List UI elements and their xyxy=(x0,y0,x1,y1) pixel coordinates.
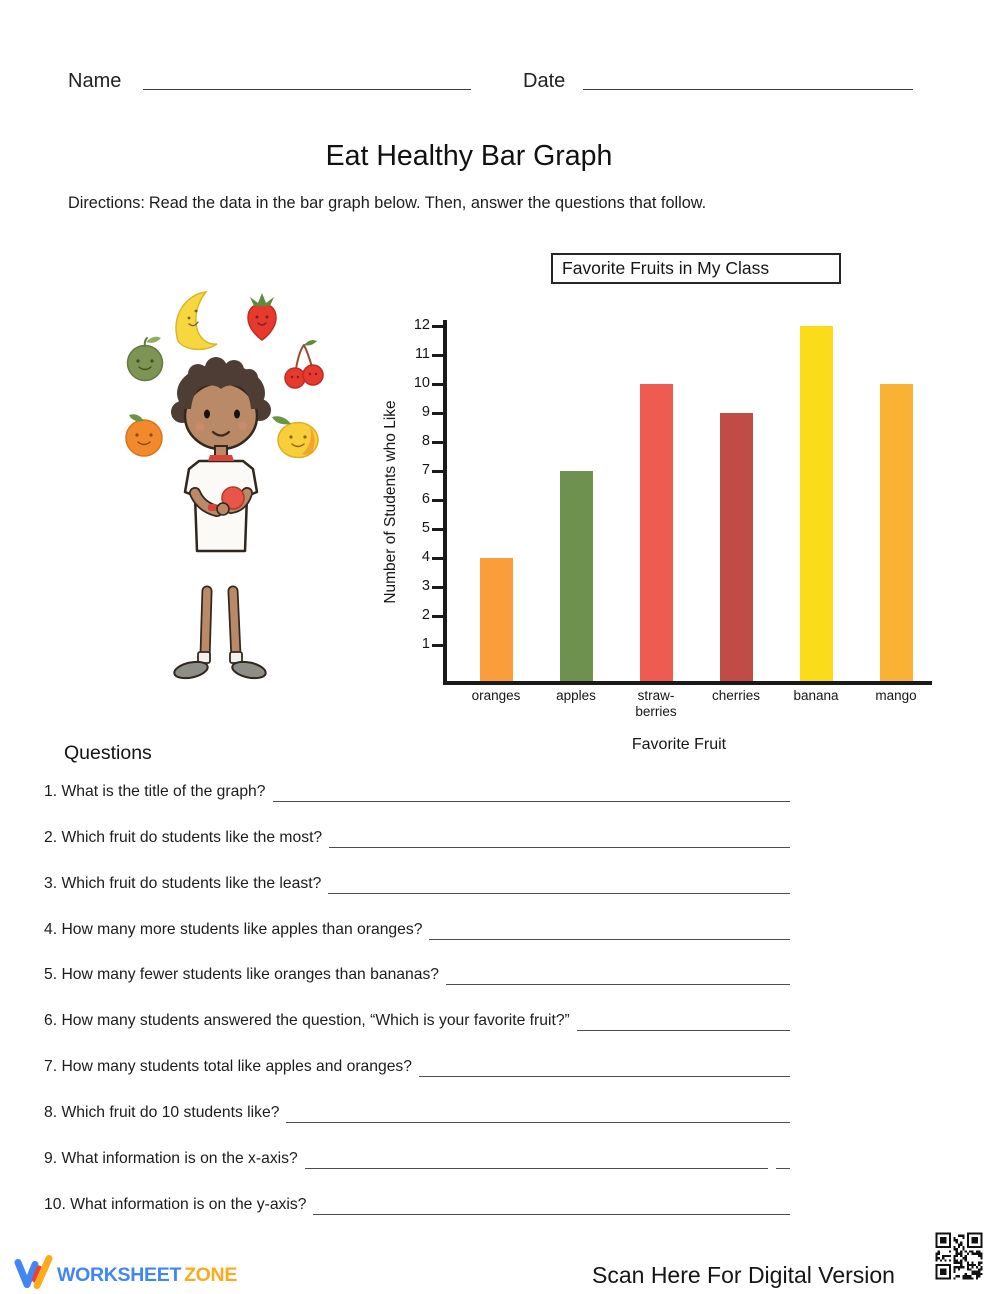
bar-cherries xyxy=(719,413,753,681)
banana-icon xyxy=(175,291,218,350)
x-category-label: banana xyxy=(793,688,839,703)
y-tick-label: 9 xyxy=(421,404,430,420)
question-row: 5. How many fewer students like oranges … xyxy=(44,966,790,1012)
question-row: 10. What information is on the y-axis? xyxy=(44,1196,790,1242)
brand-word-zone: ZONE xyxy=(184,1264,238,1286)
y-tick-mark xyxy=(432,440,445,444)
answer-blank-line xyxy=(429,921,790,940)
answer-blank-line-short xyxy=(776,1150,790,1169)
green-apple-icon xyxy=(126,336,164,382)
orange-icon xyxy=(125,414,163,457)
answer-blank-line xyxy=(576,1012,790,1032)
question-row: 3. Which fruit do students like the leas… xyxy=(44,875,790,921)
answer-blank-line xyxy=(272,783,790,802)
cherries-icon xyxy=(284,340,324,389)
question-text: 7. How many students total like apples a… xyxy=(44,1058,413,1076)
y-tick-label: 6 xyxy=(421,491,430,507)
question-row: 7. How many students total like apples a… xyxy=(44,1058,790,1104)
brand-word-worksheet: WORKSHEET xyxy=(57,1264,182,1286)
question-text: 9. What information is on the x-axis? xyxy=(44,1149,298,1167)
x-category-label: straw-berries xyxy=(635,688,677,719)
boy-figure xyxy=(171,357,271,680)
y-tick-mark xyxy=(432,556,445,560)
x-axis-line xyxy=(443,681,932,685)
y-tick-label: 10 xyxy=(413,375,430,391)
y-tick-label: 4 xyxy=(421,549,430,565)
answer-blank-line xyxy=(286,1104,790,1123)
date-label: Date xyxy=(523,70,566,92)
name-label: Name xyxy=(68,70,122,92)
question-text: 3. Which fruit do students like the leas… xyxy=(44,874,322,892)
answer-blank-line xyxy=(329,829,790,848)
y-tick-mark xyxy=(432,614,445,618)
question-text: 4. How many more students like apples th… xyxy=(44,920,423,938)
date-blank-line xyxy=(583,89,913,90)
held-apple-icon xyxy=(221,486,245,510)
answer-blank-line xyxy=(328,875,790,894)
directions: Directions: Read the data in the bar grap… xyxy=(68,194,706,213)
bar-apples xyxy=(559,471,593,681)
y-tick-label: 12 xyxy=(413,317,430,333)
bar-banana xyxy=(799,326,833,681)
questions-heading: Questions xyxy=(64,742,152,764)
question-text: 5. How many fewer students like oranges … xyxy=(44,966,440,984)
bar-oranges xyxy=(479,558,513,681)
y-tick-label: 5 xyxy=(421,520,430,536)
y-tick-mark xyxy=(432,527,445,531)
page-title: Eat Healthy Bar Graph xyxy=(325,140,613,172)
x-axis-label: Favorite Fruit xyxy=(631,736,727,753)
x-category-label: mango xyxy=(875,688,917,703)
question-row: 2. Which fruit do students like the most… xyxy=(44,829,790,875)
y-tick-label: 8 xyxy=(421,433,430,449)
child-with-fruits-illustration xyxy=(125,291,324,680)
qr-code xyxy=(931,1228,987,1284)
directions-text: Read the data in the bar graph below. Th… xyxy=(148,194,707,212)
y-tick-mark xyxy=(432,643,445,647)
worksheetzone-logo-icon xyxy=(14,1255,53,1289)
strawberry-icon xyxy=(247,293,277,341)
questions-list: 1. What is the title of the graph? 2. Whi… xyxy=(44,783,790,1241)
y-tick-label: 7 xyxy=(421,462,430,478)
y-tick-label: 11 xyxy=(414,346,430,362)
y-tick-label: 3 xyxy=(421,578,430,594)
x-category-label: oranges xyxy=(471,688,521,703)
directions-label: Directions: xyxy=(68,194,145,212)
answer-blank-line xyxy=(419,1058,790,1078)
y-tick-mark xyxy=(432,353,445,357)
bar-chart: Number of Students who Like Favorite Fru… xyxy=(382,250,993,770)
y-axis-line xyxy=(443,320,447,685)
y-tick-label: 1 xyxy=(421,636,430,652)
y-tick-mark xyxy=(432,498,445,502)
question-text: 10. What information is on the y-axis? xyxy=(44,1195,307,1213)
bar-mango xyxy=(879,384,913,681)
question-row: 6. How many students answered the questi… xyxy=(44,1012,790,1058)
question-text: 6. How many students answered the questi… xyxy=(44,1012,570,1030)
question-text: 2. Which fruit do students like the most… xyxy=(44,828,323,846)
mango-icon xyxy=(272,416,319,459)
y-tick-label: 2 xyxy=(421,607,430,623)
brand-wordmark: WORKSHEET ZONE xyxy=(57,1264,237,1287)
y-tick-mark xyxy=(432,324,445,328)
answer-blank-line xyxy=(313,1196,790,1215)
y-tick-mark xyxy=(432,382,445,386)
chart-title: Favorite Fruits in My Class xyxy=(562,258,770,278)
x-category-label: cherries xyxy=(711,688,760,703)
scan-here-text: Scan Here For Digital Version xyxy=(592,1262,895,1288)
y-tick-mark xyxy=(432,585,445,589)
question-row: 9. What information is on the x-axis? xyxy=(44,1150,790,1196)
question-text: 1. What is the title of the graph? xyxy=(44,783,266,800)
answer-blank-line xyxy=(446,966,790,986)
question-row: 1. What is the title of the graph? xyxy=(44,783,790,829)
question-row: 8. Which fruit do 10 students like? xyxy=(44,1104,790,1150)
name-blank-line xyxy=(143,89,471,90)
answer-blank-line xyxy=(304,1150,768,1169)
question-row: 4. How many more students like apples th… xyxy=(44,921,790,967)
chart-title-box: Favorite Fruits in My Class xyxy=(551,253,841,284)
y-tick-mark xyxy=(432,469,445,473)
question-text: 8. Which fruit do 10 students like? xyxy=(44,1103,280,1121)
x-category-label: apples xyxy=(556,688,596,703)
y-tick-mark xyxy=(432,411,445,415)
bar-strawberries xyxy=(639,384,673,681)
